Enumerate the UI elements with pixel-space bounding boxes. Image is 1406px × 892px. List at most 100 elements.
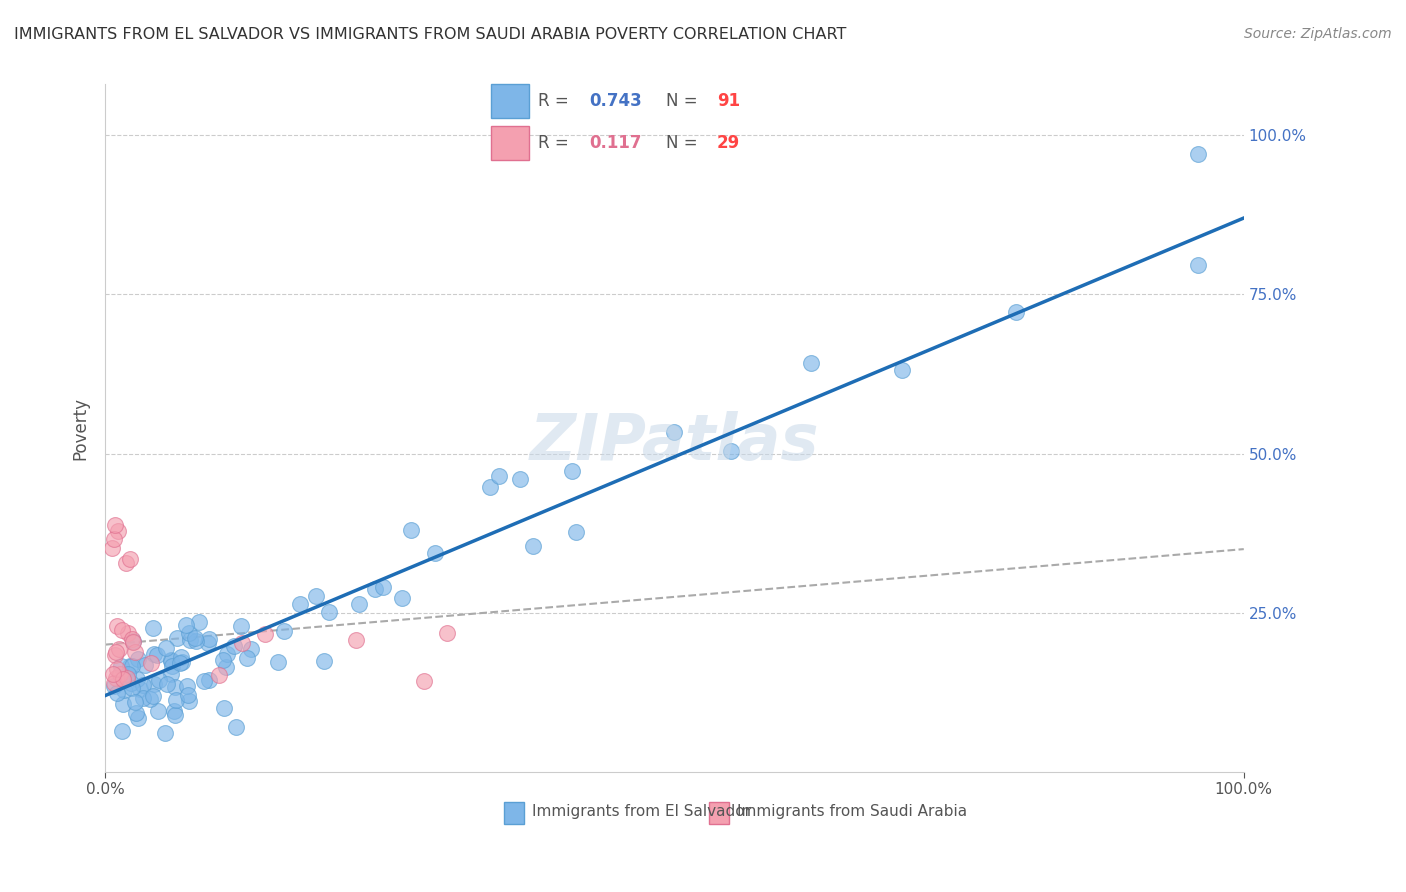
Point <box>120 552 142 566</box>
Point <box>155 641 177 656</box>
Point <box>399 523 422 537</box>
Point <box>127 673 149 687</box>
Text: Immigrants from El Salvador: Immigrants from El Salvador <box>533 805 751 820</box>
Point <box>373 580 395 594</box>
Point <box>104 648 127 663</box>
Point <box>139 692 162 706</box>
Point <box>115 556 138 570</box>
Point <box>174 618 197 632</box>
Point <box>212 653 235 667</box>
Text: Immigrants from Saudi Arabia: Immigrants from Saudi Arabia <box>737 805 967 820</box>
Point <box>179 694 201 708</box>
Point <box>231 636 253 650</box>
Point <box>273 624 295 639</box>
Point <box>165 693 187 707</box>
Point <box>423 546 446 560</box>
Point <box>522 539 544 553</box>
Point <box>413 674 436 689</box>
Point <box>170 656 193 670</box>
Point <box>160 654 183 668</box>
Point <box>155 677 177 691</box>
Point <box>166 632 188 646</box>
Point <box>184 631 207 645</box>
Point <box>108 641 131 656</box>
Point <box>349 597 371 611</box>
Point <box>188 615 211 629</box>
Point <box>177 688 200 702</box>
Point <box>565 525 588 540</box>
Point <box>231 619 253 633</box>
Point <box>148 673 170 688</box>
Point <box>197 636 219 650</box>
Point <box>176 679 198 693</box>
Point <box>314 654 336 668</box>
Point <box>561 464 583 478</box>
Point <box>891 362 914 376</box>
Point <box>128 681 150 696</box>
Point <box>117 671 139 685</box>
Text: ZIPatlas: ZIPatlas <box>530 411 820 473</box>
Point <box>163 704 186 718</box>
Point <box>215 660 238 674</box>
Point <box>146 704 169 718</box>
Point <box>720 443 742 458</box>
FancyBboxPatch shape <box>709 802 730 823</box>
Point <box>125 706 148 720</box>
FancyBboxPatch shape <box>503 802 524 823</box>
Point <box>1187 147 1209 161</box>
Point <box>139 656 162 670</box>
Point <box>145 648 167 662</box>
Point <box>266 655 288 669</box>
Point <box>112 682 135 697</box>
Point <box>240 642 263 657</box>
Point <box>344 632 367 647</box>
Point <box>318 605 340 619</box>
Point <box>103 675 125 690</box>
Point <box>127 652 149 666</box>
Point <box>288 597 311 611</box>
Point <box>111 723 134 738</box>
Point <box>436 626 458 640</box>
Point <box>105 686 128 700</box>
Text: IMMIGRANTS FROM EL SALVADOR VS IMMIGRANTS FROM SAUDI ARABIA POVERTY CORRELATION : IMMIGRANTS FROM EL SALVADOR VS IMMIGRANT… <box>14 27 846 42</box>
Point <box>121 658 143 673</box>
Point <box>118 658 141 673</box>
Point <box>121 676 143 690</box>
Point <box>111 623 134 637</box>
Point <box>217 647 239 661</box>
Point <box>101 667 124 681</box>
Point <box>153 726 176 740</box>
Point <box>165 708 187 723</box>
Point <box>142 621 165 635</box>
Point <box>122 633 145 648</box>
Point <box>124 695 146 709</box>
Point <box>117 667 139 681</box>
Point <box>198 632 221 647</box>
Point <box>110 659 132 673</box>
Point <box>142 689 165 703</box>
Point <box>253 627 276 641</box>
Point <box>169 656 191 670</box>
Point <box>105 662 128 676</box>
Point <box>100 541 122 555</box>
Point <box>105 619 128 633</box>
Point <box>800 356 823 370</box>
Point <box>110 666 132 681</box>
Point <box>122 634 145 648</box>
Point <box>478 479 501 493</box>
Y-axis label: Poverty: Poverty <box>72 397 89 459</box>
Point <box>121 632 143 647</box>
Point <box>111 672 134 686</box>
Point <box>212 701 235 715</box>
Point <box>193 673 215 688</box>
Point <box>107 524 129 538</box>
Point <box>179 626 201 640</box>
Point <box>160 666 183 681</box>
Point <box>103 679 125 693</box>
Point <box>364 582 387 596</box>
Point <box>163 680 186 694</box>
Point <box>142 647 165 661</box>
Point <box>117 626 139 640</box>
Point <box>111 697 134 711</box>
Point <box>208 668 231 682</box>
